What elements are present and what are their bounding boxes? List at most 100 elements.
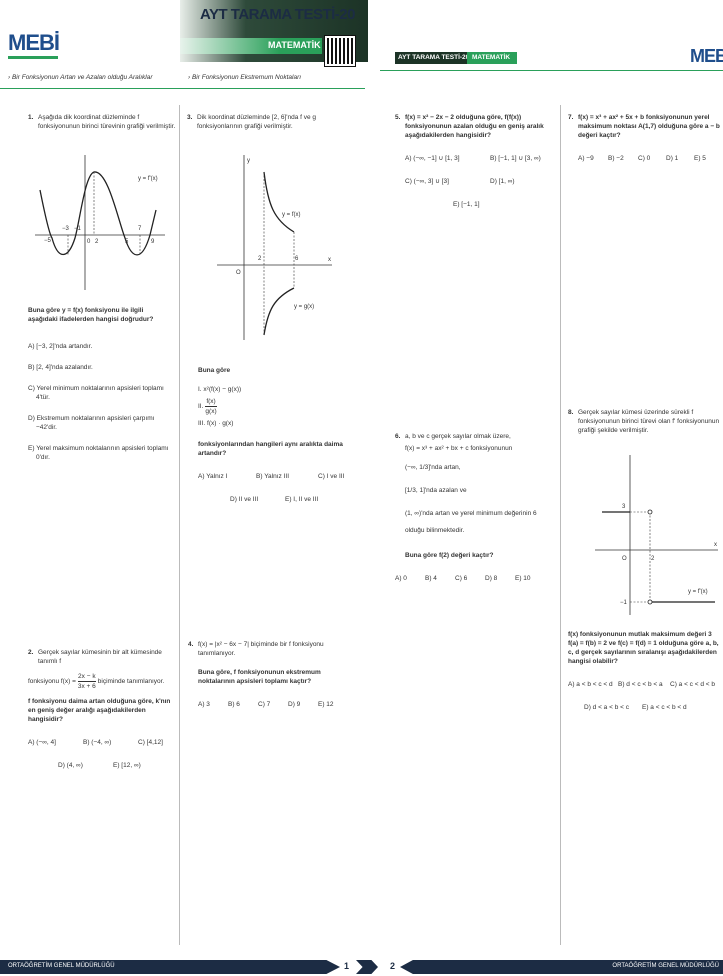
label: 2 (95, 239, 99, 245)
option: E) Yerel maksimum noktalarının apsisleri… (28, 445, 169, 461)
open-point (647, 599, 653, 605)
footer-text: ORTAÖĞRETİM GENEL MÜDÜRLÜĞÜ (8, 963, 115, 969)
option: A) (−∞, −1] ∪ [1, 3] (405, 155, 460, 162)
curve (39, 171, 157, 256)
stem: olduğu bilinmektedir. (405, 527, 465, 534)
label: −1 (620, 600, 628, 606)
label: 2 (258, 256, 262, 262)
question: 2. Gerçek sayılar kümesinin bir alt küme… (28, 648, 178, 770)
question-number: 2. (28, 649, 34, 656)
stem: f(x) = x³ + ax² + bx + c fonksiyonunun (405, 445, 513, 452)
subject-stripe (180, 38, 322, 54)
question-number: 6. (395, 433, 401, 440)
question-text: f fonksiyonu daima artan olduğuna göre, … (28, 698, 171, 723)
options: A) 3 B) 6 C) 7 D) 9 E) 12 (198, 700, 348, 709)
option: D) Ekstremum noktalarının apsisleri çarp… (28, 415, 155, 431)
question: 3. Dik koordinat düzleminde [2, 6]'nda f… (187, 113, 347, 134)
open-point (647, 509, 653, 515)
stem: (1, ∞)'nda artan ve yerel minimum değeri… (405, 510, 537, 517)
stem: [1/3, 1]'nda azalan ve (405, 487, 467, 494)
label: y = f(x) (282, 212, 301, 218)
label: 3 (622, 504, 626, 510)
question-body: Buna göre I. x²(f(x) − g(x)) II. f(x) g(x)… (198, 366, 353, 504)
logo-underline (8, 56, 58, 59)
options: A) 0 B) 4 C) 6 D) 8 E) 10 (395, 574, 555, 583)
option: D) d < a < b < c (584, 704, 629, 711)
label: y = f'(x) (688, 589, 708, 595)
curve-g (263, 287, 295, 336)
option: B) d < c < b < a (618, 681, 663, 688)
question-text: fonksiyonlarından hangileri aynı aralıkt… (198, 441, 343, 457)
option: B) −2 (608, 155, 624, 162)
question: 7. f(x) = x³ + ax² + 5x + b fonksiyonunu… (568, 113, 723, 163)
label: x (328, 257, 331, 263)
option: A) a < b < c < d (568, 681, 613, 688)
option: C) 7 (258, 701, 271, 708)
option: C) a < c < d < b (670, 681, 715, 688)
topic: › Bir Fonksiyonun Artan ve Azalan olduğu… (8, 74, 153, 81)
label: y (247, 158, 250, 164)
question: 1. Aşağıda dik koordinat düzleminde f fo… (28, 113, 176, 134)
option: C) Yerel minimum noktalarının apsisleri … (28, 385, 164, 401)
option: B) [2, 4]'nda azalandır. (28, 364, 93, 371)
option: A) Yalnız I (198, 473, 228, 480)
label: 5 (125, 239, 129, 245)
page-number: 1 (344, 961, 350, 971)
fraction: f(x) g(x) (205, 397, 217, 416)
option: E) 10 (515, 575, 531, 582)
label: y = f'(x) (138, 176, 158, 182)
option: C) [4,12] (138, 739, 163, 746)
label: −5 (44, 238, 52, 244)
option: E) 12 (318, 701, 334, 708)
label: 0 (87, 239, 91, 245)
figure: 3 O 2 −1 y = f'(x) x (595, 455, 718, 615)
stem: f(x) = |x² − 6x − 7| biçiminde bir f fon… (198, 641, 324, 657)
item: II. f(x) g(x) (198, 397, 353, 416)
stem: Gerçek sayılar kümesi üzerinde sürekli f… (578, 409, 720, 434)
right-subject: MATEMATİK (472, 54, 511, 61)
denominator: 3x + 6 (77, 683, 96, 690)
question-text: f(x) fonksiyonunun mutlak maksimum değer… (568, 631, 719, 665)
question-number: 3. (187, 114, 193, 121)
curve-f (263, 171, 295, 233)
footer-bar (400, 960, 723, 974)
fraction: 2x − k 3x + 6 (77, 672, 96, 691)
option: B) 6 (228, 701, 240, 708)
question: 6. a, b ve c gerçek sayılar olmak üzere,… (395, 432, 555, 583)
option: E) 5 (694, 155, 706, 162)
footer-text: ORTAÖĞRETİM GENEL MÜDÜRLÜĞÜ (612, 963, 719, 969)
options: A) −9 B) −2 C) 0 D) 1 E) 5 (578, 154, 723, 163)
option: D) 1 (666, 155, 679, 162)
question-number: 7. (568, 114, 574, 121)
numerator: 2x − k (77, 673, 96, 682)
options: A) (−∞, 4] B) (−4, ∞) C) [4,12] D) (4, ∞… (28, 738, 178, 770)
right-title-bar (395, 52, 467, 64)
option: C) I ve III (318, 473, 345, 480)
label: y = g(x) (294, 304, 314, 310)
option: D) 8 (485, 575, 498, 582)
question-body: Buna göre y = f(x) fonksiyonu ile ilgili… (28, 306, 173, 465)
question-number: 5. (395, 114, 401, 121)
question-text: Buna göre (198, 367, 231, 374)
options: A) (−∞, −1] ∪ [1, 3] B) [−1, 1] ∪ [3, ∞)… (405, 154, 555, 209)
option: C) 6 (455, 575, 468, 582)
option: E) [12, ∞) (113, 762, 141, 769)
title: AYT TARAMA TESTİ-20 (200, 6, 355, 23)
label: 2 (651, 556, 655, 562)
label: −3 (62, 226, 70, 232)
subject: MATEMATİK (268, 40, 321, 50)
question-text: Buna göre f(2) değeri kaçtır? (405, 552, 494, 559)
label: x (714, 542, 717, 548)
option: D) [1, ∞) (490, 178, 515, 185)
stem: f(x) = x² − 2x − 2 olduğuna göre, f(f(x)… (405, 114, 544, 139)
question-number: 8. (568, 409, 574, 416)
option: A) (−∞, 4] (28, 739, 56, 746)
question-number: 4. (188, 641, 194, 648)
logo: MEBİ (8, 30, 60, 55)
option: D) (4, ∞) (58, 762, 83, 769)
stem: fonksiyonu f(x) = (28, 678, 76, 686)
stem: a, b ve c gerçek sayılar olmak üzere, (405, 433, 511, 440)
option: A) 0 (395, 575, 407, 582)
numerator: f(x) (205, 398, 217, 407)
